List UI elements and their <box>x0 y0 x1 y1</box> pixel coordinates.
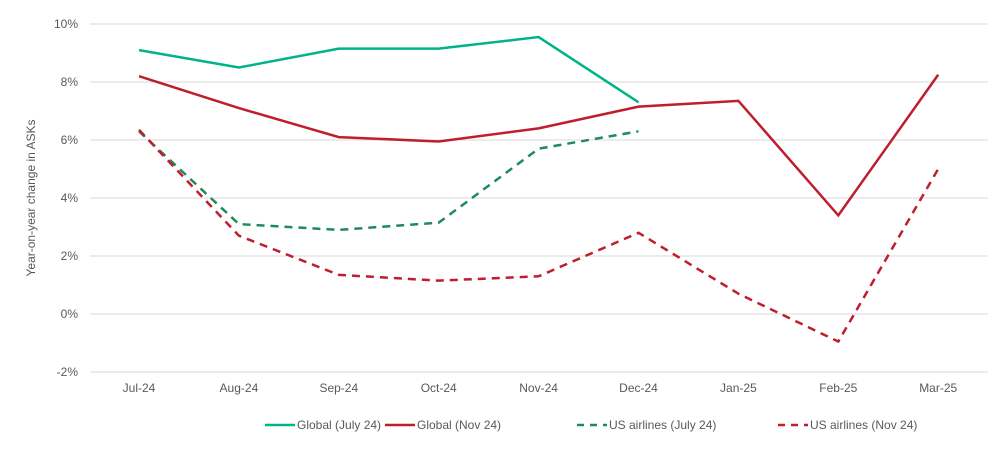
series-line-2 <box>138 130 639 232</box>
legend-label: US airlines (July 24) <box>609 418 716 432</box>
x-tick-label: Jul-24 <box>123 381 156 395</box>
y-tick-label: 6% <box>61 133 79 147</box>
legend-label: Global (Nov 24) <box>417 418 501 432</box>
y-tick-label: 8% <box>61 75 79 89</box>
x-tick-label: Nov-24 <box>519 381 558 395</box>
legend-label: US airlines (Nov 24) <box>810 418 917 432</box>
y-tick-label: 0% <box>61 307 79 321</box>
x-tick-label: Jan-25 <box>720 381 757 395</box>
y-axis-label: Year-on-year change in ASKs <box>24 120 38 277</box>
x-tick-label: Sep-24 <box>319 381 358 395</box>
x-tick-label: Oct-24 <box>421 381 457 395</box>
x-tick-label: Aug-24 <box>220 381 259 395</box>
legend-label: Global (July 24) <box>297 418 381 432</box>
series-line-3 <box>138 128 940 344</box>
y-tick-label: 4% <box>61 191 79 205</box>
x-tick-label: Feb-25 <box>819 381 857 395</box>
y-tick-label: -2% <box>57 365 79 379</box>
series-line-1 <box>138 74 940 218</box>
x-tick-label: Dec-24 <box>619 381 658 395</box>
series-line-0 <box>138 35 640 104</box>
x-tick-label: Mar-25 <box>919 381 957 395</box>
y-tick-label: 2% <box>61 249 79 263</box>
y-tick-label: 10% <box>54 17 78 31</box>
